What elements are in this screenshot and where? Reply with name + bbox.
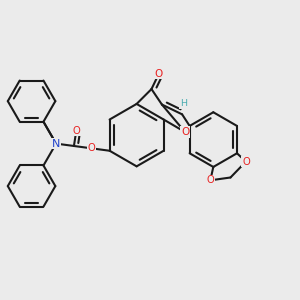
Text: O: O (181, 127, 189, 137)
Text: O: O (88, 143, 96, 153)
Text: N: N (52, 139, 60, 148)
Text: O: O (155, 69, 163, 79)
Text: O: O (206, 175, 214, 185)
Text: O: O (242, 157, 250, 166)
Text: H: H (180, 99, 187, 108)
Text: O: O (72, 125, 80, 136)
